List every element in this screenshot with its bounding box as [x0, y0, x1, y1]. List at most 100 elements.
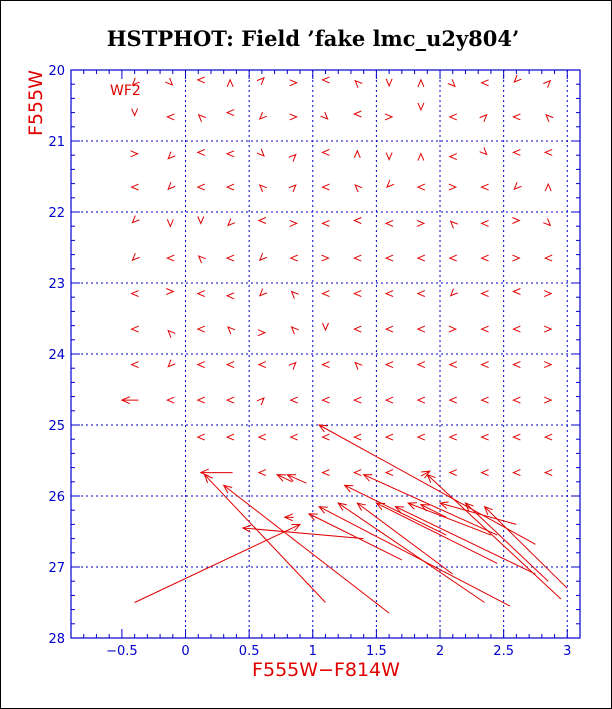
- chevron-mark: [544, 182, 552, 192]
- chevron-stroke: [225, 433, 235, 441]
- chevron-stroke: [289, 79, 298, 87]
- residual-vector: [420, 470, 431, 479]
- chevron-stroke: [257, 361, 267, 369]
- chevron-mark: [321, 469, 330, 477]
- chevron-stroke: [544, 396, 553, 404]
- chevron-stroke: [416, 361, 426, 369]
- chevron-stroke: [545, 113, 554, 123]
- chevron-stroke: [354, 361, 363, 370]
- chevron-mark: [480, 361, 489, 369]
- vector-arrowhead: [318, 506, 328, 514]
- chevron-mark: [321, 219, 330, 227]
- chevron-stroke: [196, 361, 205, 369]
- chevron-mark: [448, 361, 457, 369]
- chevron-mark: [353, 254, 362, 262]
- chevron-stroke: [385, 78, 393, 88]
- chevron-stroke: [320, 111, 329, 120]
- chevron-stroke: [480, 469, 489, 477]
- vector-arrowhead: [483, 505, 493, 515]
- chevron-mark: [289, 219, 298, 227]
- vector-arrowhead: [343, 484, 354, 493]
- chevron-mark: [289, 79, 298, 87]
- chevron-stroke: [543, 469, 553, 477]
- chevron-mark: [167, 181, 176, 191]
- chevron-mark: [480, 79, 489, 87]
- residual-vector: [426, 473, 562, 600]
- chevron-mark: [512, 288, 521, 295]
- chevron-mark: [448, 396, 457, 404]
- residual-vector: [276, 474, 293, 483]
- chevron-stroke: [289, 219, 298, 227]
- chevron-mark: [196, 433, 205, 441]
- residual-vector: [199, 468, 233, 477]
- vector-arrowhead: [464, 502, 474, 512]
- chevron-stroke: [512, 469, 521, 477]
- chevron-stroke: [290, 290, 299, 299]
- chevron-mark: [416, 433, 426, 441]
- chevron-mark: [225, 361, 235, 369]
- chevron-mark: [480, 219, 489, 227]
- chevron-mark: [289, 113, 298, 121]
- chevron-mark: [512, 469, 521, 477]
- chevron-stroke: [448, 433, 457, 441]
- chevron-stroke: [543, 433, 553, 441]
- chevron-mark: [226, 78, 234, 87]
- chevron-stroke: [543, 254, 553, 262]
- chevron-mark: [417, 78, 425, 87]
- chevron-stroke: [384, 469, 394, 477]
- chevron-mark: [384, 325, 394, 333]
- chevron-mark: [480, 325, 489, 333]
- chevron-stroke: [417, 78, 425, 87]
- chevron-mark: [448, 469, 457, 477]
- chevron-stroke: [354, 79, 363, 88]
- chevron-stroke: [512, 361, 521, 369]
- chevron-mark: [353, 217, 362, 224]
- chevron-mark: [353, 396, 362, 404]
- chevron-stroke: [167, 151, 176, 160]
- chevron-stroke: [257, 433, 267, 441]
- chevron-mark: [512, 217, 521, 224]
- chevron-mark: [384, 254, 394, 262]
- vector-shaft: [242, 527, 364, 540]
- vector-arrowhead: [407, 502, 417, 510]
- chevron-stroke: [384, 219, 394, 227]
- y-axis-title: F555W: [25, 70, 47, 136]
- chevron-stroke: [384, 325, 394, 333]
- chevron-mark: [512, 433, 521, 441]
- chevron-mark: [130, 325, 139, 333]
- chevron-stroke: [166, 113, 175, 121]
- chevron-mark: [512, 325, 521, 333]
- residual-vector: [283, 513, 294, 522]
- chevron-stroke: [513, 181, 522, 191]
- chevron-mark: [513, 181, 522, 191]
- chevron-mark: [257, 433, 267, 441]
- chevron-mark: [131, 215, 140, 224]
- chevron-mark: [544, 361, 553, 369]
- chevron-mark: [417, 152, 425, 161]
- chevron-mark: [512, 361, 521, 369]
- chevron-stroke: [166, 288, 175, 295]
- vector-arrowhead: [337, 502, 347, 511]
- chevron-mark: [543, 148, 553, 156]
- x-tick-label: 2.5: [493, 644, 514, 659]
- chevron-stroke: [321, 396, 330, 404]
- chevron-mark: [227, 218, 236, 227]
- chevron-mark: [289, 254, 298, 262]
- chevron-stroke: [353, 110, 362, 118]
- chevron-mark: [130, 150, 139, 158]
- chevron-mark: [257, 217, 267, 224]
- vector-arrowhead: [276, 474, 286, 482]
- chevron-mark: [384, 469, 394, 477]
- chevron-mark: [512, 148, 521, 156]
- chevron-mark: [258, 288, 268, 297]
- chevron-mark: [131, 108, 139, 117]
- chevron-stroke: [288, 184, 297, 193]
- chevron-stroke: [197, 113, 206, 123]
- grid: [71, 70, 580, 638]
- x-tick-label: −0.5: [106, 644, 138, 659]
- chevron-mark: [384, 396, 394, 404]
- chevron-mark: [197, 255, 206, 264]
- chevron-mark: [544, 396, 553, 404]
- chevron-stroke: [512, 113, 521, 121]
- x-axis-title: F555W−F814W: [252, 659, 400, 681]
